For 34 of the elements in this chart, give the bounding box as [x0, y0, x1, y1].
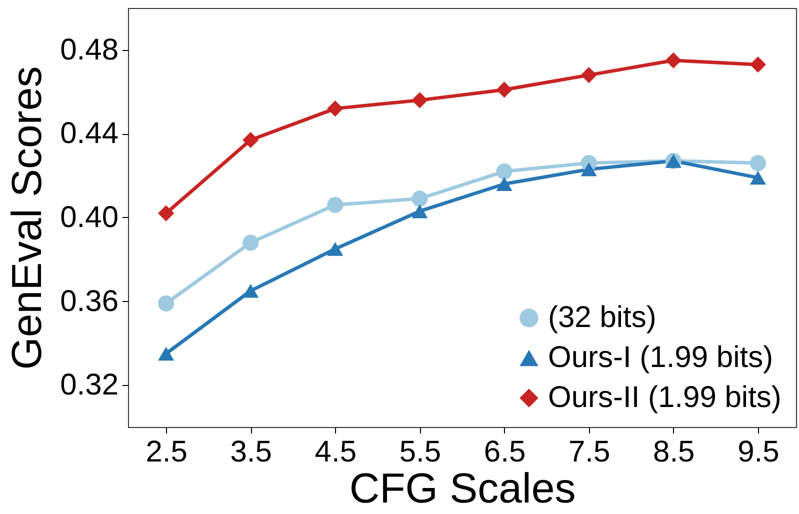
point: [580, 162, 597, 176]
point: [496, 82, 512, 98]
point: [665, 52, 682, 68]
point: [327, 196, 344, 213]
point: [242, 132, 259, 148]
y-tick-label: 0.36: [60, 284, 118, 318]
legend-label: Ours-I (1.99 bits): [548, 341, 774, 374]
y-tick-label: 0.40: [60, 201, 118, 234]
point: [242, 234, 259, 251]
point: [327, 242, 344, 256]
point: [496, 177, 512, 191]
point: [158, 295, 174, 312]
x-tick-label: 3.5: [230, 436, 272, 468]
legend-label: Ours-II (1.99 bits): [548, 381, 782, 414]
point: [750, 170, 766, 185]
y-tick-label: 0.44: [60, 117, 118, 150]
point: [496, 163, 512, 180]
point: [327, 100, 344, 117]
point: [580, 66, 597, 84]
y-tick-label: 0.32: [60, 368, 118, 402]
y-tick-label: 0.48: [60, 33, 118, 66]
x-tick-label: 2.5: [146, 436, 188, 468]
point: [158, 205, 174, 222]
point: [412, 190, 428, 207]
point: [750, 56, 766, 73]
point: [750, 154, 766, 172]
legend-label: (32 bits): [548, 301, 656, 334]
x-tick-label: 8.5: [653, 436, 695, 468]
y-axis-title: GenEval Scores: [3, 66, 50, 370]
point: [412, 204, 428, 218]
point: [412, 92, 428, 108]
point: [158, 346, 174, 361]
point: [242, 284, 259, 298]
x-tick-label: 9.5: [738, 436, 780, 468]
